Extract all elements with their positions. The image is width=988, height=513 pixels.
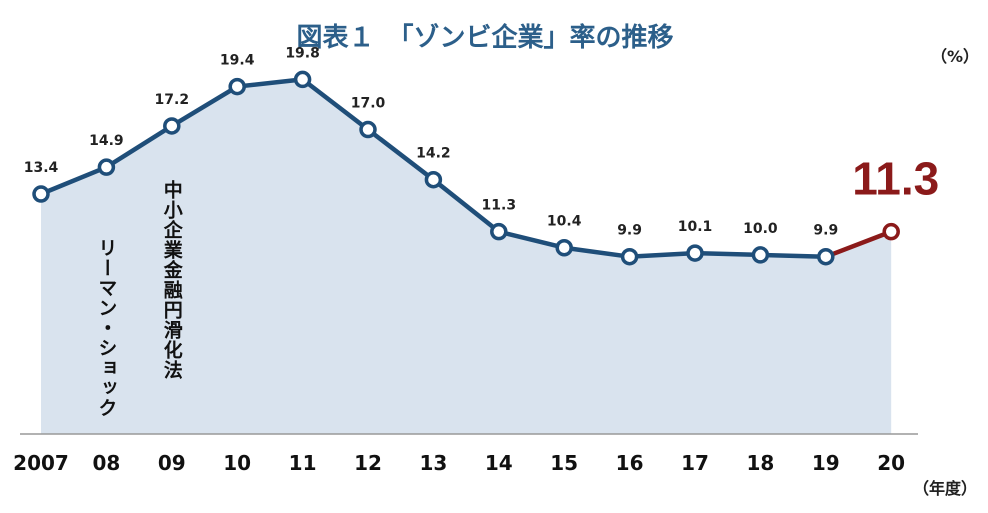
x-tick-18: 18 [746,451,774,475]
x-tick-2007: 2007 [13,451,69,475]
data-point-17 [686,244,704,262]
data-label-20: 11.3 [852,153,939,205]
x-tick-layer: 2007 08 09 10 11 12 13 14 15 16 17 18 19 20 [13,451,905,475]
data-label-13: 14.2 [416,146,451,162]
x-tick-15: 15 [550,451,578,475]
line-segment-16-17 [627,250,698,259]
data-label-10: 19.4 [220,53,255,69]
data-point-11 [293,70,312,89]
data-label-18: 10.0 [743,221,778,237]
data-point-09 [163,117,181,135]
x-tick-08: 08 [92,451,120,475]
data-point-13 [424,170,443,189]
data-label-14: 11.3 [482,198,517,214]
line-segment-2007-08 [38,164,109,197]
line-segment-09-10 [169,84,240,129]
line-segment-14-15 [496,229,567,250]
line-segment-18-19 [758,252,829,259]
data-label-12: 17.0 [351,96,386,112]
line-segment-12-13 [365,127,436,182]
line-segment-11-12 [300,77,371,132]
y-unit-label: （%） [931,47,979,66]
x-tick-11: 11 [289,451,317,475]
line-segment-08-09 [104,123,175,170]
data-point-16 [620,247,639,266]
chart-title: 図表１ 「ゾンビ企業」率の推移 [296,22,673,53]
area-layer [41,79,892,435]
data-label-16: 9.9 [617,223,642,239]
annotation-09: 中小企業金融円滑化法 [161,179,184,380]
x-tick-12: 12 [354,451,382,475]
annotation-08: リーマン・ショック [95,238,117,418]
x-tick-16: 16 [616,451,644,475]
data-point-10 [228,77,246,96]
x-tick-13: 13 [419,451,447,475]
data-label-17: 10.1 [678,219,713,235]
data-point-14 [490,222,508,241]
data-point-2007 [32,185,50,203]
line-segment-13-14 [431,177,502,234]
annotation-layer: リーマン・ショック 中小企業金融円滑化法 [95,179,183,418]
x-tick-09: 09 [158,451,186,475]
data-point-15 [555,238,573,257]
line-segment-15-16 [561,245,632,259]
area-fill [41,79,892,435]
data-point-20 [882,222,900,241]
data-label-layer: 13.4 14.9 17.2 19.4 19.8 17.0 14.2 11.3 10.4 9.9 1… [24,45,939,238]
data-label-09: 17.2 [155,92,190,108]
data-point-12 [359,120,377,139]
x-unit-label: （年度） [913,479,977,498]
x-tick-10: 10 [223,451,251,475]
line-layer [38,77,894,259]
point-layer [32,70,900,266]
data-label-19: 9.9 [813,223,838,239]
data-point-19 [817,247,835,266]
data-point-08 [97,158,116,176]
data-label-08: 14.9 [89,133,124,149]
line-segment-17-18 [692,250,763,258]
line-segment-10-11 [234,77,305,89]
line-segment-19-20 [823,229,894,259]
data-label-15: 10.4 [547,214,582,230]
x-tick-19: 19 [812,451,840,475]
data-label-11: 19.8 [285,45,320,61]
data-point-18 [751,246,770,264]
x-tick-14: 14 [485,451,513,475]
data-label-2007: 13.4 [24,160,59,176]
x-tick-20: 20 [877,451,905,475]
x-tick-17: 17 [681,451,709,475]
